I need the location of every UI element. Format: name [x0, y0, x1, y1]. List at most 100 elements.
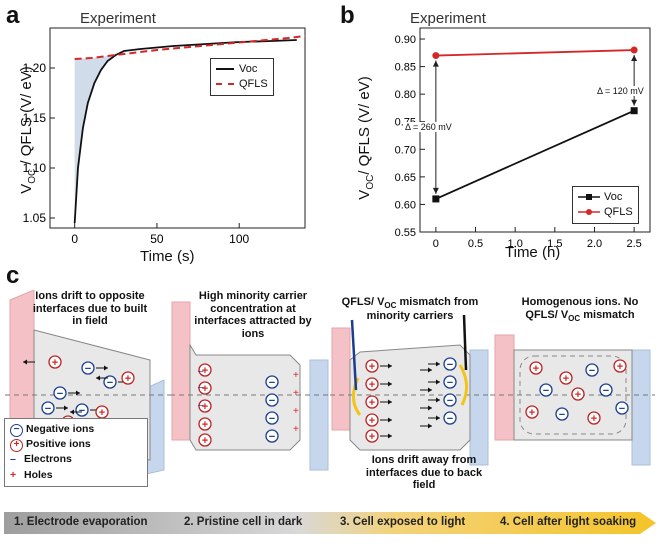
electron: –: [198, 400, 204, 411]
voc-point: [630, 107, 638, 115]
positive-ion: [525, 405, 539, 419]
negative-ion: [265, 411, 279, 425]
positive-ion-sign: +: [369, 415, 375, 427]
delta-arrowhead: [432, 60, 439, 67]
drift-arrowhead: [388, 433, 392, 439]
panel-b-legend: Voc QFLS: [572, 186, 639, 224]
positive-ion-sign: +: [99, 407, 105, 419]
positive-ion: [48, 355, 62, 369]
negative-ion-sign: −: [589, 365, 595, 377]
voc-point: [432, 195, 440, 203]
panel-a-legend: Voc QFLS: [210, 58, 274, 96]
drift-arrowhead: [436, 361, 440, 367]
x-tick-label: 0.5: [468, 238, 483, 250]
negative-ion: [103, 375, 117, 389]
negative-ion-sign: −: [603, 385, 609, 397]
legend-b-qfls-entry: QFLS: [578, 205, 633, 220]
positive-ion-sign: +: [125, 373, 131, 385]
hole: +: [293, 406, 299, 417]
drift-arrowhead: [104, 365, 108, 371]
legend-holes: + Holes: [10, 468, 142, 483]
negative-ion: [265, 429, 279, 443]
y-tick-label: 0.60: [395, 199, 416, 211]
delta-arrowhead: [631, 55, 638, 62]
stage-2-label: 2. Pristine cell in dark: [184, 516, 303, 528]
drift-arrowhead: [388, 417, 392, 423]
hole: +: [293, 388, 299, 399]
stage-1-caption: Ions drift to opposite interfaces due to…: [32, 290, 148, 328]
negative-ion: [555, 407, 569, 421]
negative-ion-sign: −: [269, 431, 275, 443]
x-tick-label: 2.0: [587, 238, 602, 250]
x-tick-label: 0: [433, 238, 439, 250]
stage-3-caption: QFLS/ VOC mismatch from minority carrier…: [341, 296, 479, 323]
positive-ion: [365, 395, 379, 409]
positive-ion: [365, 359, 379, 373]
negative-ion: [539, 383, 553, 397]
y-tick-label: 1.10: [23, 161, 47, 175]
negative-ion-sign: −: [447, 377, 453, 389]
positive-ion: [571, 387, 585, 401]
negative-ion: [443, 393, 457, 407]
positive-ion-sign: +: [202, 435, 208, 447]
positive-ion-sign: +: [563, 373, 569, 385]
delta-260-label: Δ = 260 mV: [405, 122, 452, 132]
drift-arrowhead: [428, 405, 432, 411]
stage-3-band-diagram: [330, 314, 490, 466]
negative-ion-sign: −: [543, 385, 549, 397]
drift-arrowhead: [428, 367, 432, 373]
positive-ion: [121, 371, 135, 385]
panel-a-chart: 0 50 100 1.05 1.10 1.15 1.20: [23, 27, 306, 246]
y-tick-label: 0.80: [395, 89, 416, 101]
negative-ion: [443, 411, 457, 425]
positive-ion: [198, 417, 212, 431]
positive-ion-sign: +: [202, 365, 208, 377]
positive-ion: [198, 433, 212, 447]
stage-1-label: 1. Electrode evaporation: [14, 516, 148, 528]
drift-arrowhead: [388, 381, 392, 387]
negative-ion: [443, 357, 457, 371]
positive-ion: [365, 377, 379, 391]
ion-glyphs: +−−−+−−+++++++−−−−–––+++++++++−−−−++−+−+…: [23, 355, 629, 447]
negative-ion-sign: −: [79, 405, 85, 417]
timeline-bar: 1. Electrode evaporation 2. Pristine cel…: [4, 510, 659, 536]
panel-a-xlabel: Time (s): [140, 248, 195, 265]
drift-arrowhead: [64, 405, 68, 411]
negative-ion-icon: −: [10, 424, 23, 437]
negative-ion: [443, 375, 457, 389]
negative-ion-sign: −: [619, 403, 625, 415]
drift-arrowhead: [70, 409, 74, 415]
hole: +: [293, 370, 299, 381]
legend-voc-entry: Voc: [216, 62, 268, 77]
stage-2-caption: High minority carrier concentration at i…: [194, 290, 312, 340]
positive-ion-sign: +: [369, 431, 375, 443]
plot-frame: [49, 27, 306, 229]
x-tick-label: 50: [150, 232, 164, 246]
legend-qfls-entry: QFLS: [216, 77, 268, 92]
positive-ion-sign: +: [202, 401, 208, 413]
negative-ion: [265, 375, 279, 389]
negative-ion: [81, 361, 95, 375]
legend-b-voc-entry: Voc: [578, 190, 633, 205]
positive-ion-sign: +: [202, 383, 208, 395]
positive-ion-sign: +: [369, 379, 375, 391]
delta-arrowhead: [432, 187, 439, 194]
hole-icon: +: [10, 468, 17, 481]
y-tick-label: 0.65: [395, 172, 416, 184]
y-tick-label: 1.05: [23, 211, 47, 225]
ion-legend: − Negative ions + Positive ions – Electrons…: [4, 418, 148, 487]
positive-ion-sign: +: [617, 361, 623, 373]
positive-ion-icon: +: [10, 439, 23, 453]
positive-ion-sign: +: [202, 419, 208, 431]
qfls-series-line: [435, 49, 635, 57]
panel-b-letter: b: [340, 2, 355, 29]
stage-4-label: 4. Cell after light soaking: [500, 516, 637, 528]
positive-ion: [529, 361, 543, 375]
positive-ion: [198, 381, 212, 395]
x-tick-label: 2.5: [626, 238, 641, 250]
negative-ion: [53, 386, 67, 400]
legend-negative-ions: − Negative ions: [10, 422, 142, 437]
stage-4-caption: Homogenous ions. No QFLS/ VOC mismatch: [521, 296, 639, 323]
x-tick-label: 1.0: [508, 238, 523, 250]
drift-arrowhead: [436, 415, 440, 421]
